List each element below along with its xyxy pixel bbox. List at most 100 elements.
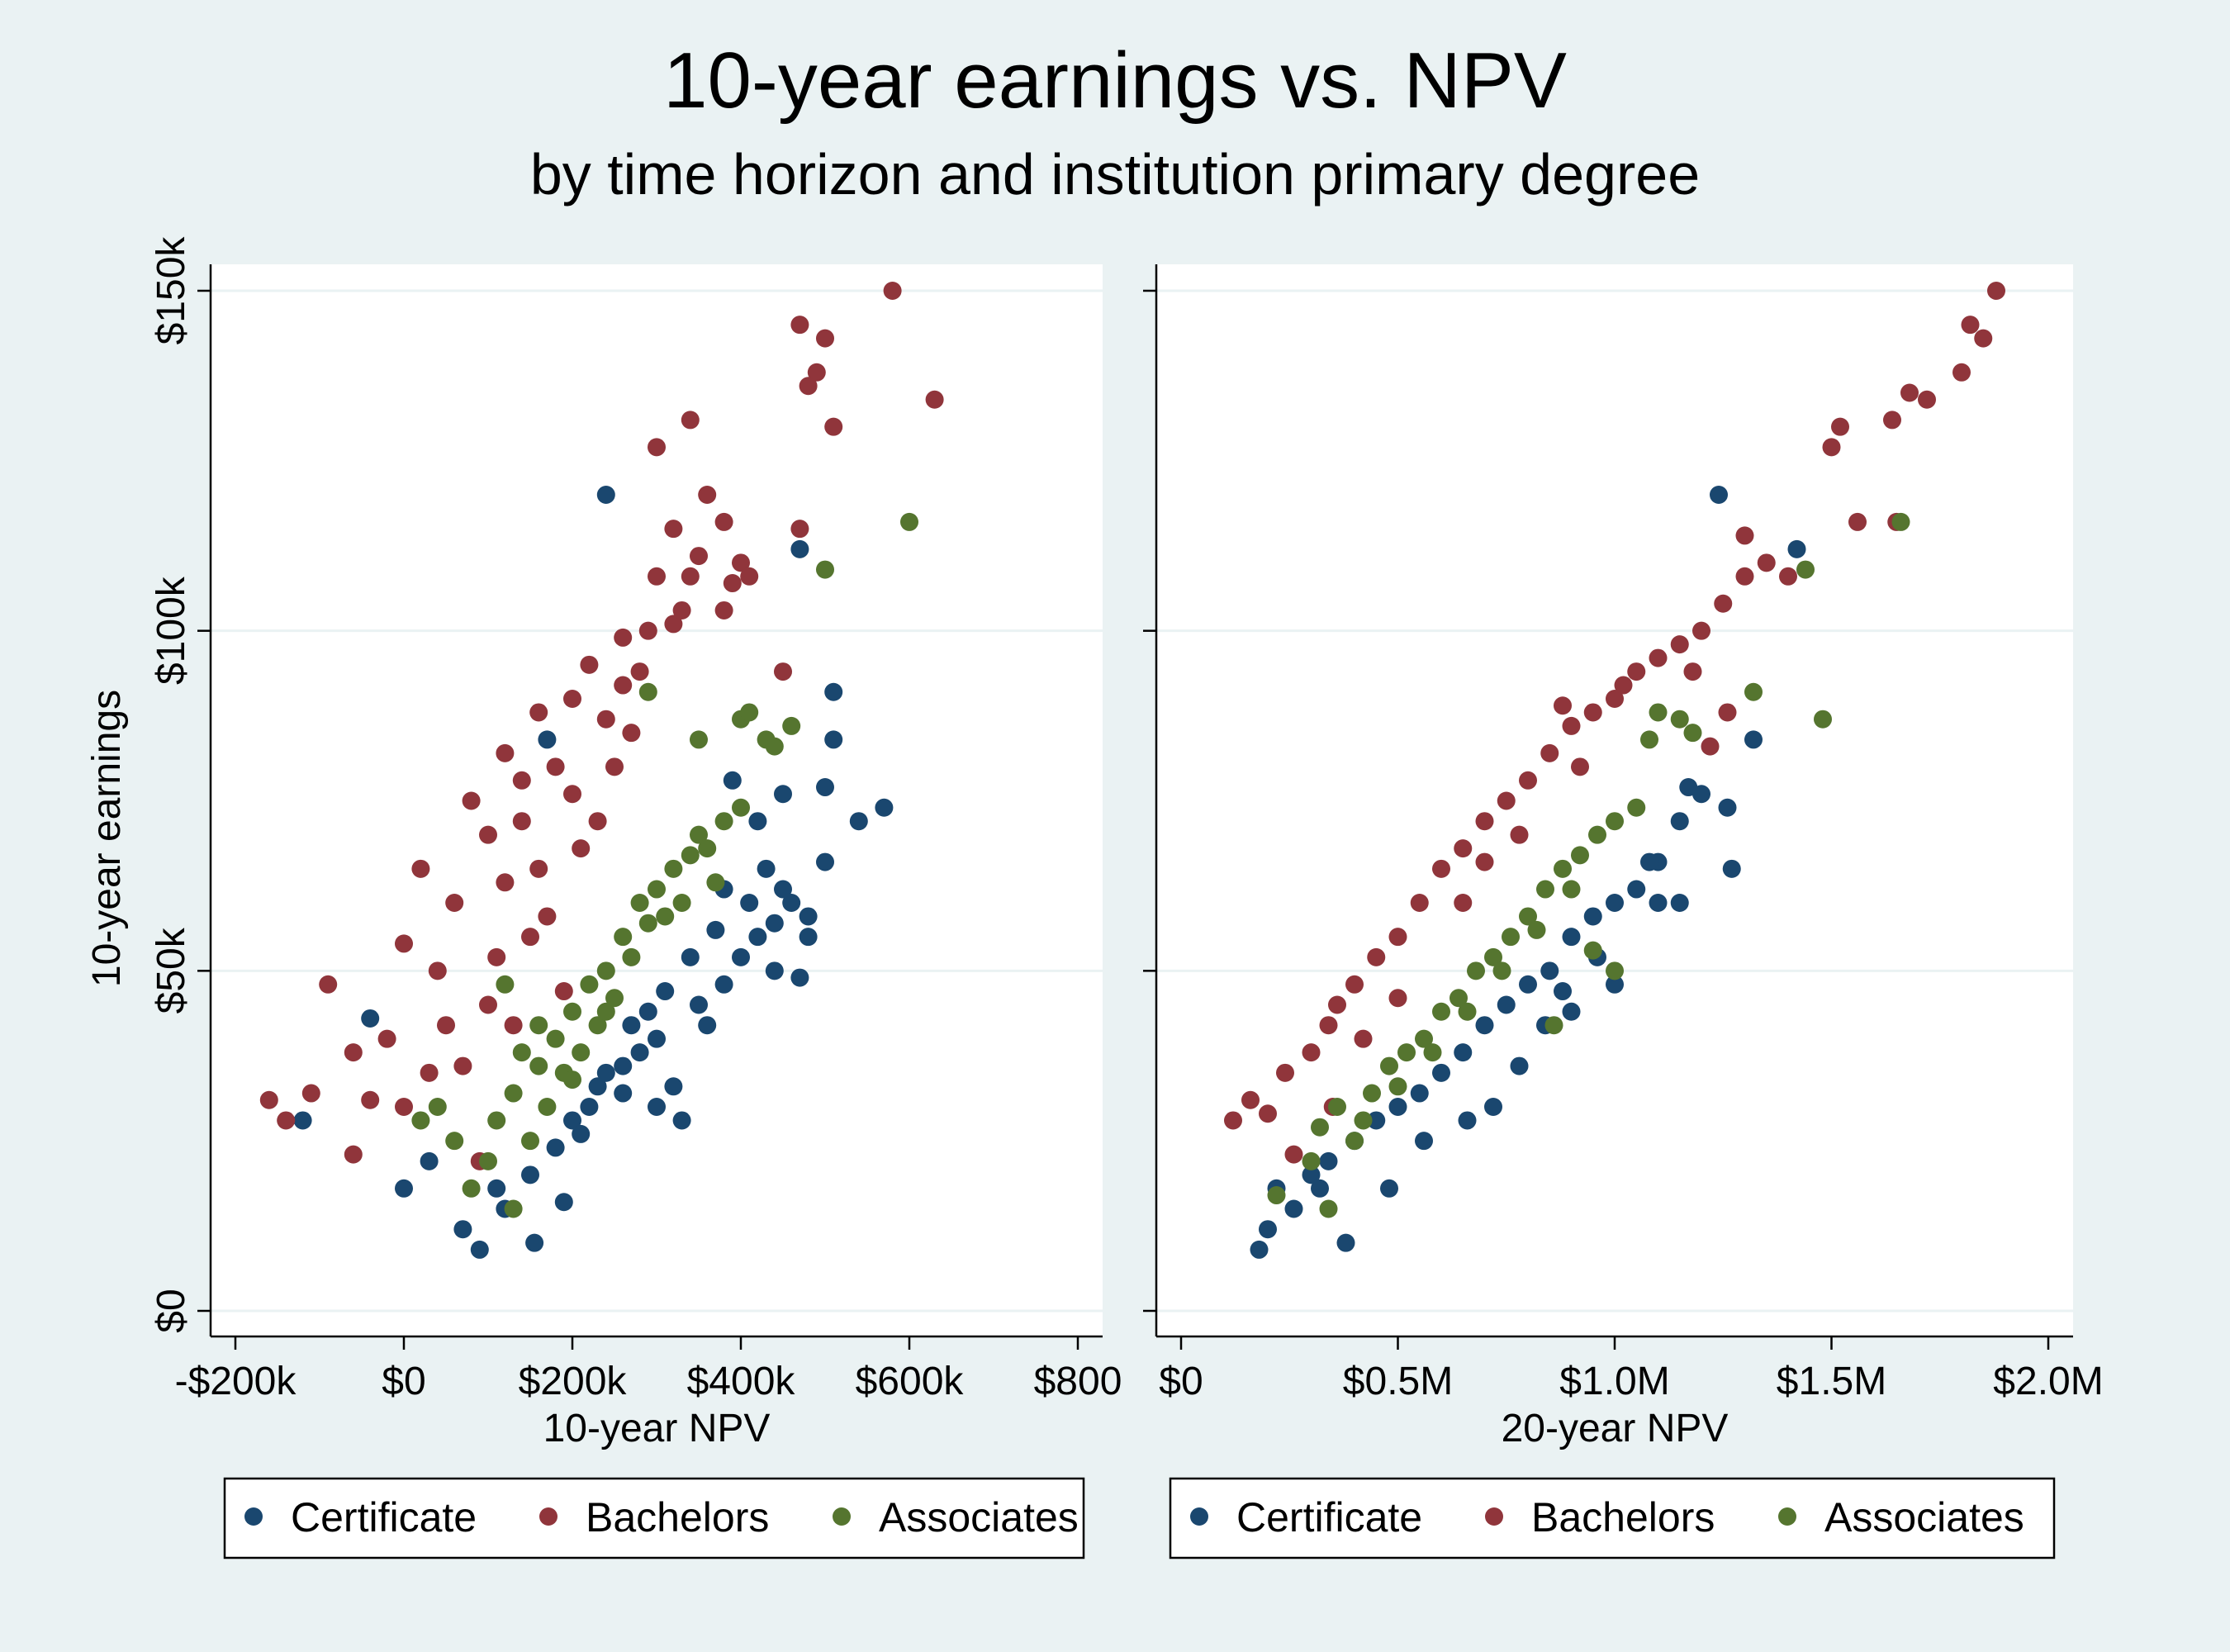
data-point [538,907,557,926]
data-point [572,1124,591,1143]
data-point [525,1233,544,1252]
data-point [1744,682,1763,701]
data-point [1380,1179,1398,1198]
x-tick-label: $1.5M [1777,1360,1886,1403]
data-point [395,1179,413,1198]
chart-subtitle: by time horizon and institution primary … [530,142,1700,206]
data-point [824,417,843,436]
data-point [1432,1063,1450,1082]
data-point [588,1077,607,1096]
data-point [1492,961,1511,980]
data-point [1692,621,1710,640]
data-point [714,812,733,831]
legend-left: Certificate Bachelors Associates [223,1477,1085,1559]
data-point [1606,812,1624,831]
y-tick-label: $50k [149,927,193,1014]
data-point [630,1043,649,1062]
data-point [1497,995,1516,1014]
data-point [1744,730,1763,749]
data-point [1410,1084,1429,1103]
data-point [714,601,733,620]
data-point [1388,928,1407,947]
data-point [765,914,784,933]
y-tick-label: $100k [149,576,193,685]
data-point [1952,363,1971,382]
data-point [1670,635,1689,654]
data-point [479,1151,497,1170]
data-point [445,894,464,912]
data-point [504,1199,523,1218]
data-point [807,363,826,382]
data-point [605,989,624,1008]
data-point [1454,1043,1473,1062]
x-tick-label: $1.0M [1559,1360,1669,1403]
data-point [470,1240,489,1259]
data-point [1627,662,1646,681]
data-point [1961,316,1980,335]
data-point [1787,539,1806,558]
data-point [1822,438,1841,457]
data-point [1735,567,1754,586]
data-point [1328,995,1346,1014]
data-point [816,852,834,871]
x-axis-title-right: 20-year NPV [1502,1407,1729,1450]
data-point [1415,1029,1433,1048]
data-point [765,737,784,756]
data-point [664,1077,683,1096]
data-point [648,1098,666,1116]
data-point [496,873,515,892]
y-tick-label: $0 [149,1289,193,1332]
data-point [1367,947,1386,966]
x-tick-label: $400k [687,1360,796,1403]
data-point [1670,710,1689,729]
data-point [554,982,573,1001]
data-point [1267,1186,1286,1205]
data-point [546,1029,565,1048]
data-point [1562,880,1581,899]
data-point [672,1111,691,1130]
data-point [740,567,759,586]
data-point [698,486,717,504]
data-point [622,1016,641,1035]
data-point [740,894,759,912]
x-tick-label: $200k [519,1360,628,1403]
data-point [1475,852,1494,871]
data-point [816,560,834,579]
data-point [1588,825,1606,844]
legend-marker [244,1507,263,1526]
data-point [714,512,733,531]
data-point [546,757,565,776]
data-point [1848,512,1867,531]
data-point [1397,1043,1416,1062]
data-point [1510,1056,1529,1075]
data-point [698,839,717,858]
data-point [630,662,649,681]
data-point [504,1016,523,1035]
data-point [596,1002,615,1021]
data-point [1241,1090,1260,1109]
legend-label: Bachelors [586,1494,769,1540]
data-point [883,282,902,300]
data-point [361,1090,380,1109]
data-point [1259,1220,1277,1239]
data-point [1562,928,1581,947]
x-tick-label: $0 [1159,1360,1203,1403]
data-point [1536,880,1554,899]
legend-label: Certificate [1236,1494,1422,1540]
data-point [1683,662,1702,681]
data-point [774,785,792,804]
data-point [706,920,725,939]
data-point [799,377,818,396]
data-point [1974,329,1993,348]
series-associates [411,512,918,1218]
data-point [656,907,675,926]
data-point [1692,785,1710,804]
data-point [774,880,792,899]
data-point [479,995,497,1014]
data-point [1540,743,1559,762]
data-point [1718,703,1737,722]
data-point [816,329,834,348]
data-point [344,1145,363,1164]
data-point [1627,880,1646,899]
data-point [681,947,700,966]
